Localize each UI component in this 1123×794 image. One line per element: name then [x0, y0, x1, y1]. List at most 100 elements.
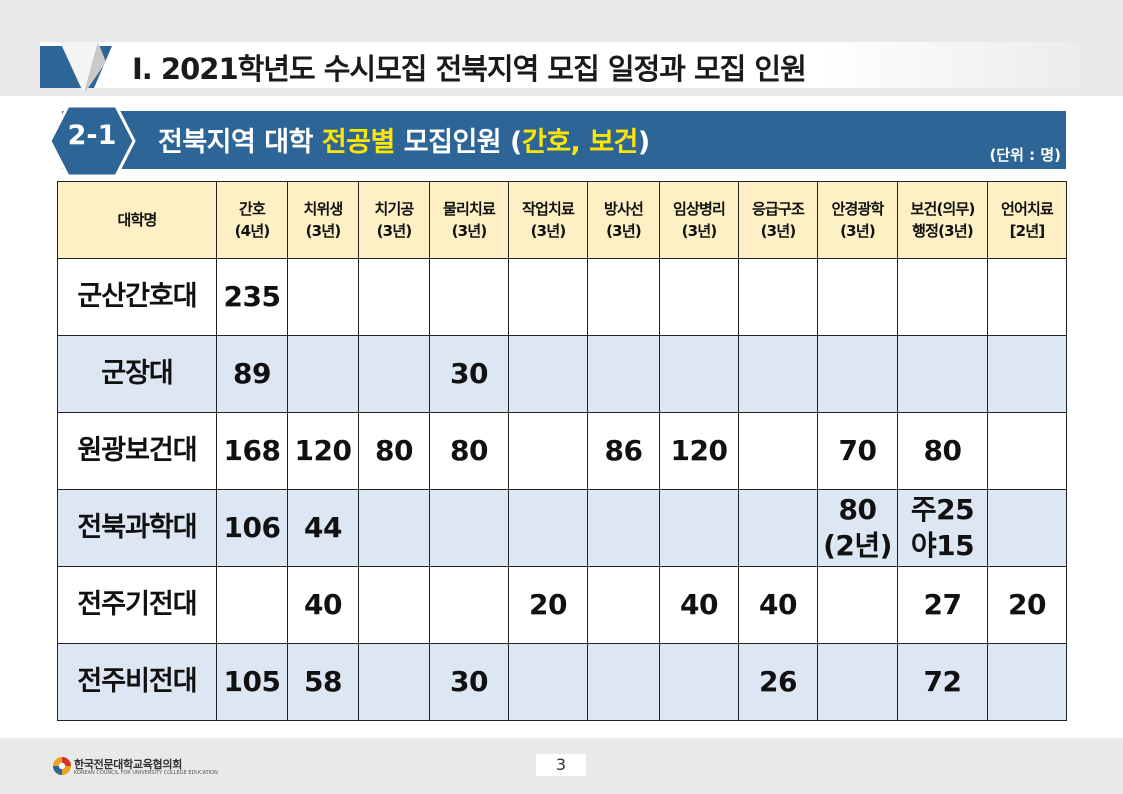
table-cell: [659, 335, 739, 413]
table-cell: 30: [429, 643, 509, 721]
cell-value: 40: [759, 588, 797, 621]
table-cell: 89: [216, 335, 288, 413]
section-title-highlight-major: 전공별: [321, 127, 396, 158]
cell-value: 70: [838, 434, 877, 467]
table-cell: 27: [897, 566, 988, 644]
cell-value: 40: [680, 588, 718, 621]
cell-value: 235: [223, 280, 281, 313]
table-cell: 80: [429, 412, 509, 490]
table-cell: [508, 489, 588, 567]
cell-value: 120: [670, 434, 728, 467]
column-header: 임상병리 (3년): [659, 181, 739, 259]
table-cell: 80 (2년): [817, 489, 898, 567]
cell-value: 106: [223, 511, 281, 544]
table-cell: [587, 258, 660, 336]
table-cell: 120: [659, 412, 739, 490]
section-title: 전북지역 대학 전공별 모집인원 (간호, 보건): [158, 120, 650, 159]
column-header: 치위생 (3년): [287, 181, 359, 259]
cell-value: 105: [223, 665, 281, 698]
table-row: 원광보건대 168 120 80 80 86 120 70 80: [57, 412, 1067, 490]
table-cell: [587, 566, 660, 644]
table-cell: [987, 489, 1067, 567]
table-cell: 40: [659, 566, 739, 644]
table-cell: 58: [287, 643, 359, 721]
table-cell: [987, 412, 1067, 490]
table-cell: [659, 643, 739, 721]
table-cell: [508, 643, 588, 721]
organization-name-english: KOREAN COUNCIL FOR UNIVERSITY COLLEGE ED…: [74, 770, 218, 776]
section-title-highlight-fields: 간호, 보건: [521, 127, 639, 158]
table-cell: [987, 258, 1067, 336]
cell-value: 80: [923, 434, 962, 467]
table-cell: 105: [216, 643, 288, 721]
section-badge-icon: [48, 104, 136, 178]
section-header-bar: [62, 111, 1066, 169]
table-cell: [738, 489, 818, 567]
table-cell: [358, 566, 430, 644]
table-cell: 235: [216, 258, 288, 336]
table-cell: [358, 258, 430, 336]
table-cell: [987, 643, 1067, 721]
page-number: 3: [536, 754, 586, 776]
cell-value-secondary: (2년): [823, 529, 892, 562]
table-cell: [429, 566, 509, 644]
table-cell: [738, 335, 818, 413]
table-cell: [659, 258, 739, 336]
section-number: 2-1: [67, 120, 117, 151]
cell-value-secondary: 야15: [910, 529, 975, 562]
table-cell: 72: [897, 643, 988, 721]
table-cell: [287, 335, 359, 413]
university-name-cell: 전주비전대: [57, 643, 217, 721]
cell-value: 20: [529, 588, 567, 621]
university-name-cell: 전주기전대: [57, 566, 217, 644]
table-cell: 80: [358, 412, 430, 490]
table-cell: [817, 643, 898, 721]
table-cell: 168: [216, 412, 288, 490]
table-cell: [429, 489, 509, 567]
organization-logo-icon: [53, 757, 71, 775]
table-cell: 20: [987, 566, 1067, 644]
cell-value: 30: [450, 357, 488, 390]
cell-value: 58: [304, 665, 342, 698]
section-title-text-1: 전북지역 대학: [158, 127, 322, 158]
column-header: 응급구조 (3년): [738, 181, 818, 259]
cell-value: 80: [375, 434, 413, 467]
column-header: 대학명: [57, 181, 217, 259]
cell-value: 30: [450, 665, 488, 698]
table-cell: [817, 258, 898, 336]
table-cell: [897, 335, 988, 413]
table-row: 전주기전대 40 20 40 40 27 20: [57, 566, 1067, 644]
table-cell: [358, 489, 430, 567]
organization-name: 한국전문대학교육협의회: [74, 758, 183, 771]
cell-value: 80: [450, 434, 488, 467]
section-title-text-2: 모집인원 (: [394, 127, 523, 158]
table-cell: 70: [817, 412, 898, 490]
table-cell: [358, 335, 430, 413]
table-cell: 26: [738, 643, 818, 721]
table-cell: [897, 258, 988, 336]
table-header-row: 대학명 간호 (4년) 치위생 (3년) 치기공 (3년) 물리치료 (3년) 작업치료…: [57, 181, 1067, 259]
table-cell: [817, 566, 898, 644]
table-cell: [587, 643, 660, 721]
table-cell: [738, 258, 818, 336]
cell-value: 168: [223, 434, 281, 467]
section-title-text-3: ): [637, 127, 650, 158]
table-cell: 86: [587, 412, 660, 490]
table-cell: [587, 335, 660, 413]
table-cell: [508, 258, 588, 336]
title-strip: [40, 42, 1080, 88]
table-cell: [508, 412, 588, 490]
university-name-cell: 군산간호대: [57, 258, 217, 336]
table-cell: 20: [508, 566, 588, 644]
university-name-cell: 원광보건대: [57, 412, 217, 490]
column-header: 간호 (4년): [216, 181, 288, 259]
table-cell: [817, 335, 898, 413]
table-cell: [429, 258, 509, 336]
table-cell: [287, 258, 359, 336]
cell-value: 26: [759, 665, 797, 698]
table-cell: 주25 야15: [897, 489, 988, 567]
table-cell: [659, 489, 739, 567]
university-name-cell: 군장대: [57, 335, 217, 413]
cell-value: 72: [923, 665, 962, 698]
cell-value: 89: [233, 357, 271, 390]
